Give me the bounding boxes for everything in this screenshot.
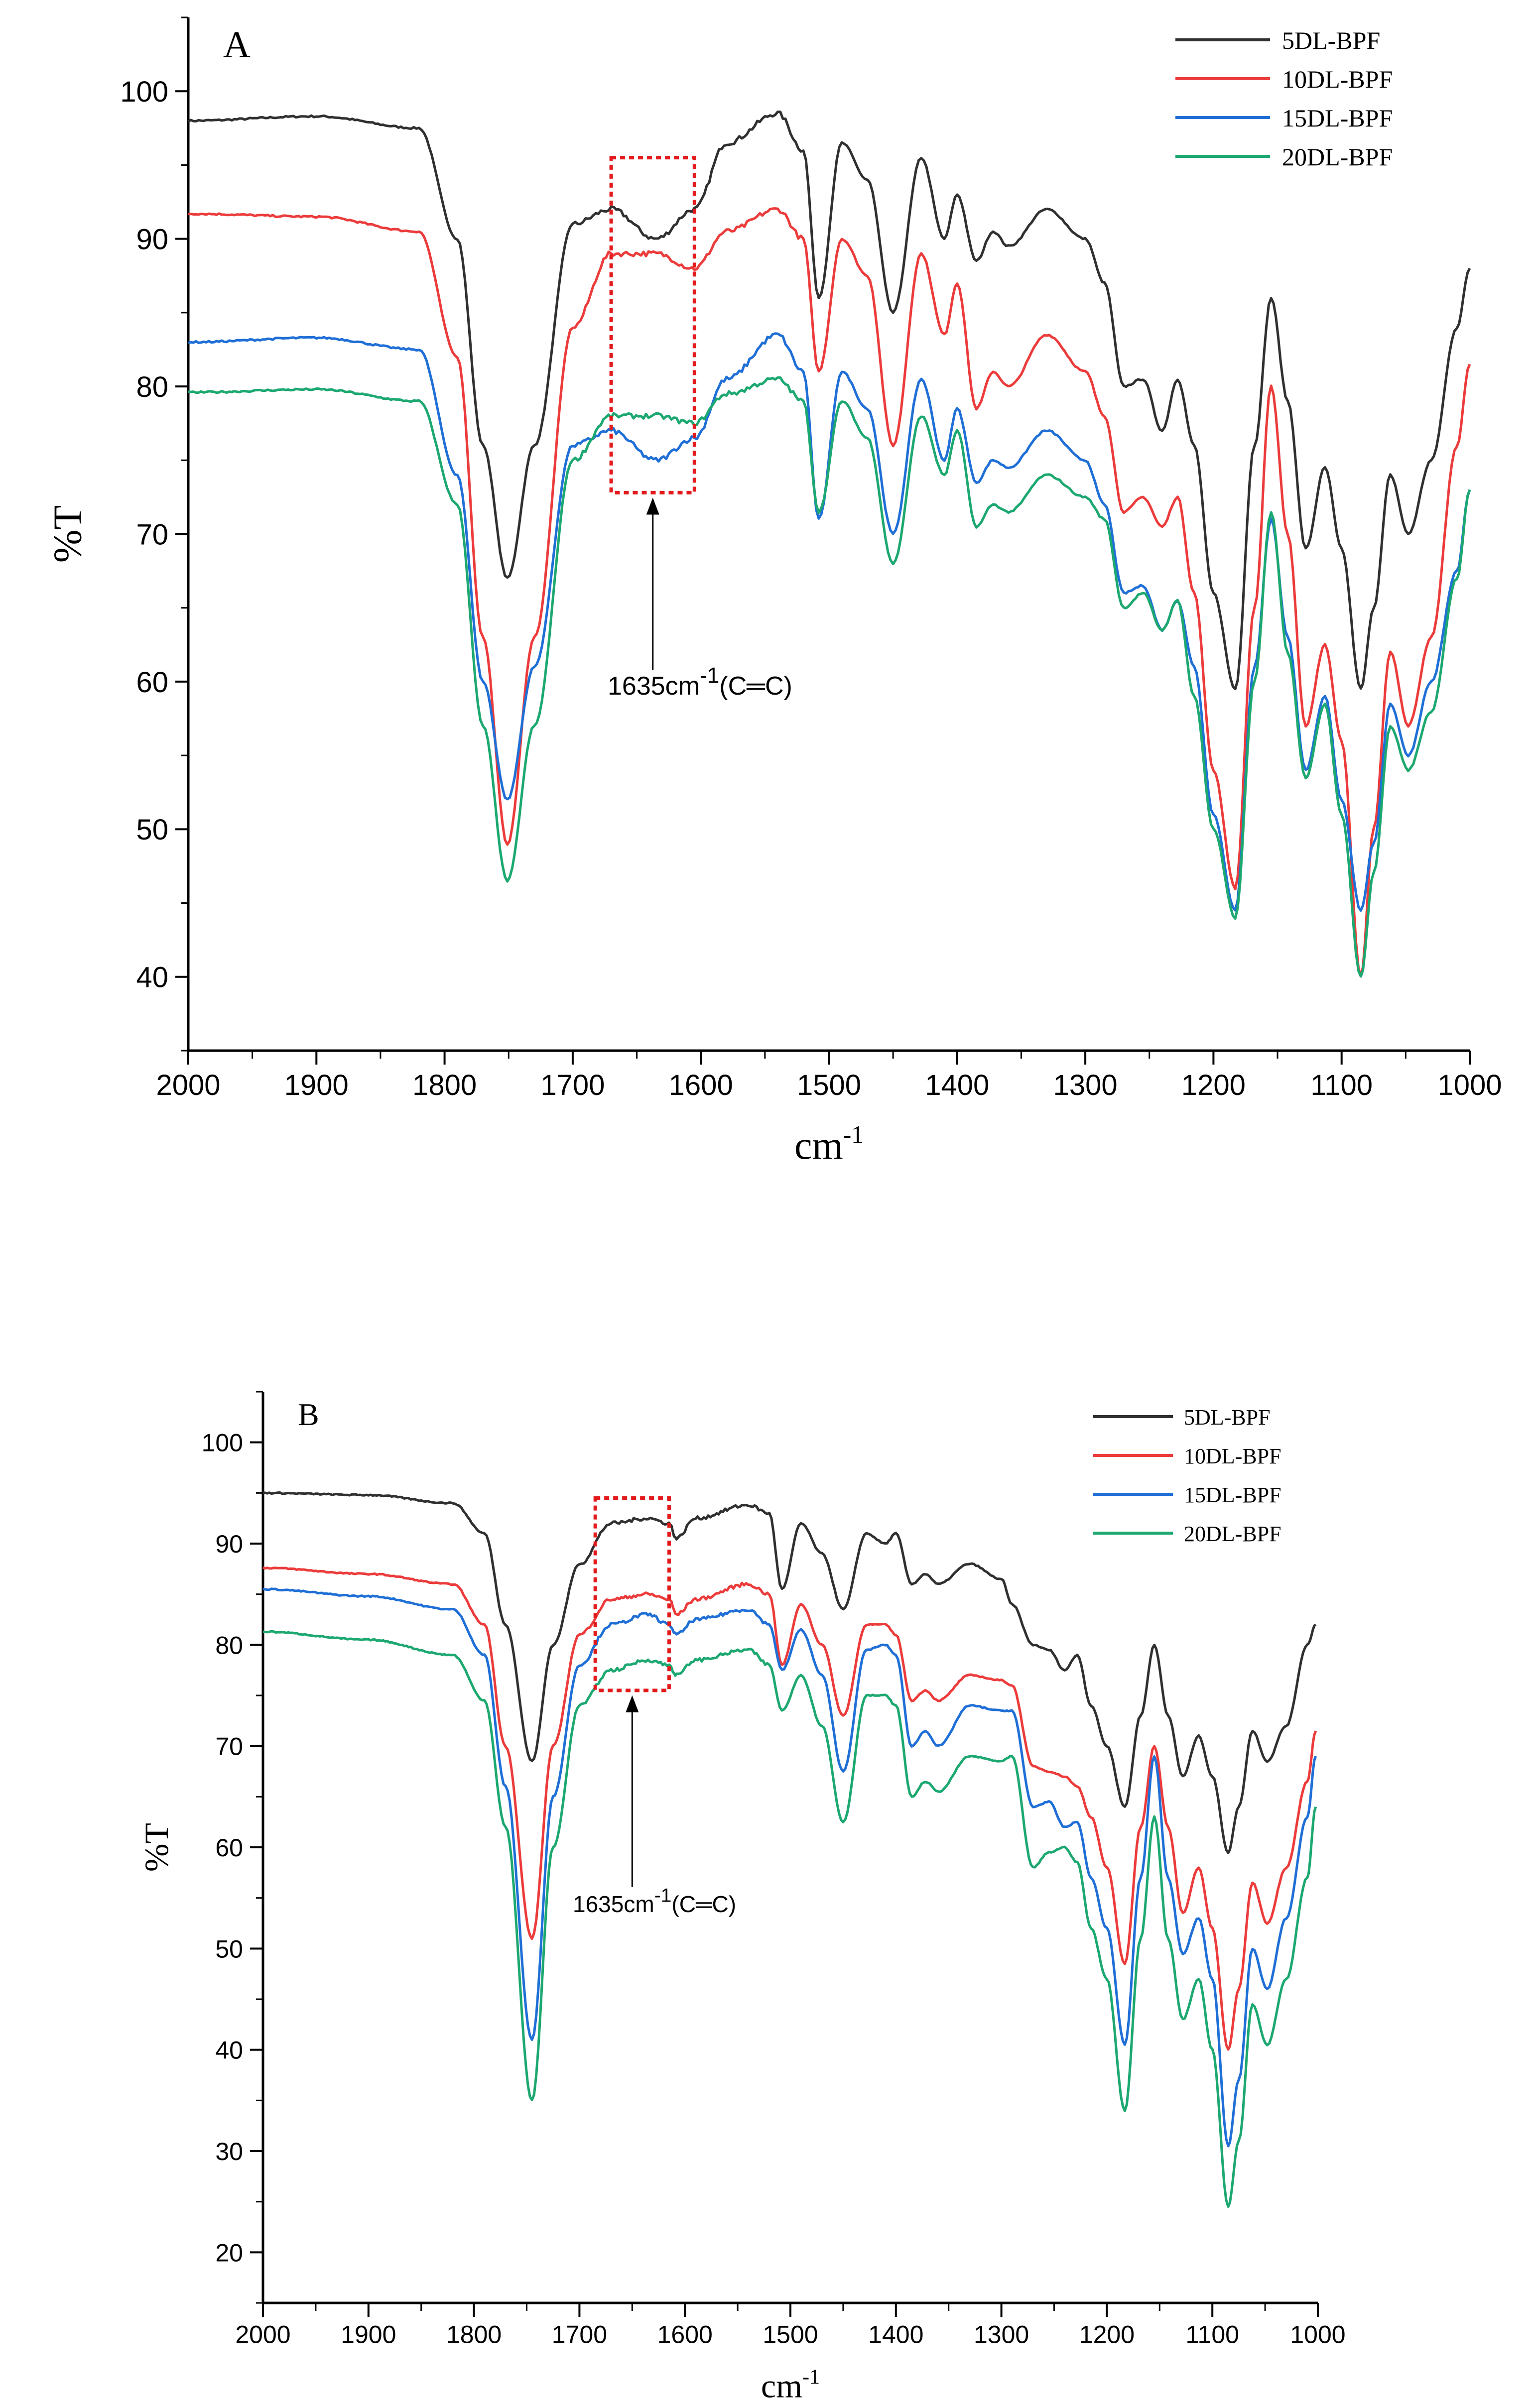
legend: 5DL-BPF 10DL-BPF 15DL-BPF 20DL-BPF (1175, 26, 1393, 171)
annotation-label-sup: -1 (700, 664, 719, 688)
annotation-box (593, 1496, 671, 1692)
y-axis-label: %T (137, 1823, 175, 1872)
x-tick-label: 1700 (552, 2321, 607, 2349)
annotation-arrow-head (646, 497, 659, 515)
x-tick-label: 1100 (1310, 1069, 1373, 1101)
x-tick-label: 1100 (1185, 2321, 1239, 2349)
legend: 5DL-BPF 10DL-BPF 15DL-BPF 20DL-BPF (1093, 1405, 1281, 1546)
x-axis-label: cm-1 (794, 1121, 864, 1168)
x-axis-label-sup: -1 (802, 2365, 820, 2389)
annotation-label-tail: (C═C) (671, 1891, 736, 1917)
x-tick-label: 1800 (446, 2321, 502, 2349)
x-tick-label: 1600 (669, 1069, 733, 1101)
legend-label: 15DL-BPF (1184, 1483, 1281, 1507)
legend-label: 5DL-BPF (1282, 26, 1380, 54)
annotation-label-sup: -1 (654, 1885, 672, 1906)
x-tick-label: 1200 (1079, 2321, 1135, 2349)
x-tick-label: 1000 (1290, 2321, 1345, 2349)
y-tick-label: 90 (136, 224, 168, 256)
y-tick-label: 50 (136, 814, 168, 846)
panel-label: A (223, 24, 251, 66)
y-tick-label: 60 (215, 1834, 243, 1862)
y-tick-label: 20 (215, 2239, 243, 2267)
y-tick-label: 90 (215, 1530, 243, 1558)
series-line-20DL-BPF (188, 376, 1471, 978)
legend-label: 5DL-BPF (1184, 1405, 1271, 1430)
legend-label: 20DL-BPF (1184, 1522, 1281, 1546)
x-tick-label: 1800 (412, 1069, 477, 1101)
x-tick-label: 1500 (763, 2321, 818, 2349)
series-line-15DL-BPF (262, 1587, 1317, 2148)
y-tick-label: 60 (136, 666, 168, 699)
x-tick-label: 1900 (284, 1069, 349, 1101)
x-tick-label: 2000 (156, 1069, 220, 1101)
annotation-label: 1635cm-1(C═C) (608, 664, 792, 701)
y-tick-label: 40 (215, 2037, 243, 2064)
x-tick-label: 1700 (540, 1069, 605, 1101)
y-tick-label: 50 (215, 1935, 243, 1963)
x-tick-label: 1400 (868, 2321, 923, 2349)
annotation-arrow-head (626, 1695, 639, 1712)
x-tick-label: 1400 (925, 1069, 989, 1101)
x-tick-label: 2000 (235, 2321, 290, 2349)
series-line-5DL-BPF (187, 111, 1471, 691)
legend-label: 10DL-BPF (1282, 65, 1393, 93)
legend-label: 20DL-BPF (1282, 143, 1393, 171)
annotation-label-main: 1635cm (608, 672, 700, 701)
y-tick-label: 80 (215, 1631, 243, 1659)
series-line-5DL-BPF (262, 1491, 1317, 1854)
y-tick-label: 100 (202, 1429, 243, 1457)
x-tick-label: 1200 (1181, 1069, 1246, 1101)
x-axis-label-main: cm (761, 2367, 802, 2405)
annotation-box (609, 156, 696, 495)
y-tick-label: 40 (136, 962, 168, 994)
y-tick-label: 80 (136, 371, 168, 403)
chart-panel-A: 2000 1900 1800 1700 1600 1500 1400 1300 1200 1100… (46, 16, 1502, 1168)
y-tick-label: 100 (120, 76, 168, 108)
y-axis-label: %T (46, 505, 90, 563)
x-axis-label-sup: -1 (843, 1121, 864, 1148)
legend-label: 10DL-BPF (1184, 1444, 1281, 1468)
x-tick-label: 1500 (797, 1069, 861, 1101)
x-tick-label: 1600 (657, 2321, 713, 2349)
annotation-label-main: 1635cm (573, 1891, 654, 1917)
y-tick-label: 70 (215, 1733, 243, 1761)
y-tick-label: 30 (215, 2138, 243, 2166)
annotation-label-tail: (C═C) (719, 672, 792, 701)
x-tick-label: 1900 (341, 2321, 396, 2349)
x-tick-label: 1000 (1437, 1069, 1502, 1101)
legend-label: 15DL-BPF (1282, 104, 1393, 132)
x-axis-label: cm-1 (761, 2365, 820, 2405)
panel-label: B (298, 1397, 319, 1432)
x-tick-label: 1300 (1053, 1069, 1118, 1101)
series-line-10DL-BPF (262, 1566, 1317, 2051)
series-line-20DL-BPF (262, 1630, 1317, 2208)
x-tick-label: 1300 (974, 2321, 1029, 2349)
y-tick-label: 70 (136, 518, 168, 551)
x-axis-label-main: cm (794, 1124, 843, 1168)
chart-panel-B: 2000 1900 1800 1700 1600 1500 1400 1300 1200 1100… (137, 1391, 1346, 2405)
series-line-10DL-BPF (188, 207, 1471, 978)
annotation-label: 1635cm-1(C═C) (573, 1885, 736, 1917)
